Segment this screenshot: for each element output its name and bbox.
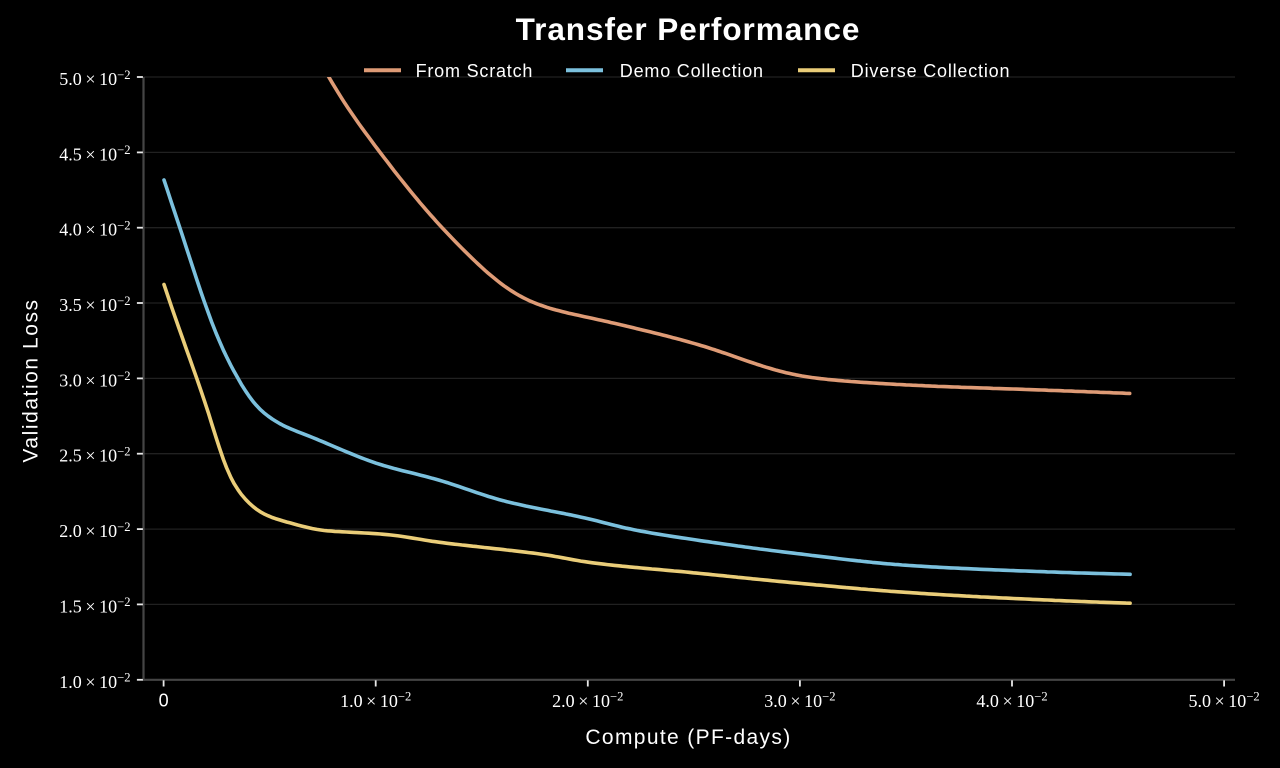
svg-text:Diverse Collection: Diverse Collection xyxy=(851,61,1010,81)
svg-text:3.0 × 10−2: 3.0 × 10−2 xyxy=(59,369,130,390)
svg-text:Compute (PF-days): Compute (PF-days) xyxy=(585,726,791,749)
svg-text:Validation Loss: Validation Loss xyxy=(20,298,43,462)
svg-text:4.0 × 10−2: 4.0 × 10−2 xyxy=(59,219,130,240)
svg-text:3.5 × 10−2: 3.5 × 10−2 xyxy=(59,294,130,315)
svg-text:Demo Collection: Demo Collection xyxy=(620,61,764,81)
svg-text:5.0 × 10−2: 5.0 × 10−2 xyxy=(59,68,130,89)
svg-text:2.0 × 10−2: 2.0 × 10−2 xyxy=(59,520,130,541)
svg-text:4.0 × 10−2: 4.0 × 10−2 xyxy=(976,690,1047,711)
svg-text:2.5 × 10−2: 2.5 × 10−2 xyxy=(59,445,130,466)
svg-text:1.0 × 10−2: 1.0 × 10−2 xyxy=(59,671,130,692)
svg-text:5.0 × 10−2: 5.0 × 10−2 xyxy=(1188,690,1259,711)
svg-text:From Scratch: From Scratch xyxy=(416,61,534,81)
svg-text:1.0 × 10−2: 1.0 × 10−2 xyxy=(340,690,411,711)
svg-text:4.5 × 10−2: 4.5 × 10−2 xyxy=(59,143,130,164)
svg-text:3.0 × 10−2: 3.0 × 10−2 xyxy=(764,690,835,711)
svg-text:1.5 × 10−2: 1.5 × 10−2 xyxy=(59,595,130,616)
svg-text:Transfer Performance: Transfer Performance xyxy=(516,11,861,47)
svg-text:2.0 × 10−2: 2.0 × 10−2 xyxy=(552,690,623,711)
svg-text:0: 0 xyxy=(159,690,169,710)
